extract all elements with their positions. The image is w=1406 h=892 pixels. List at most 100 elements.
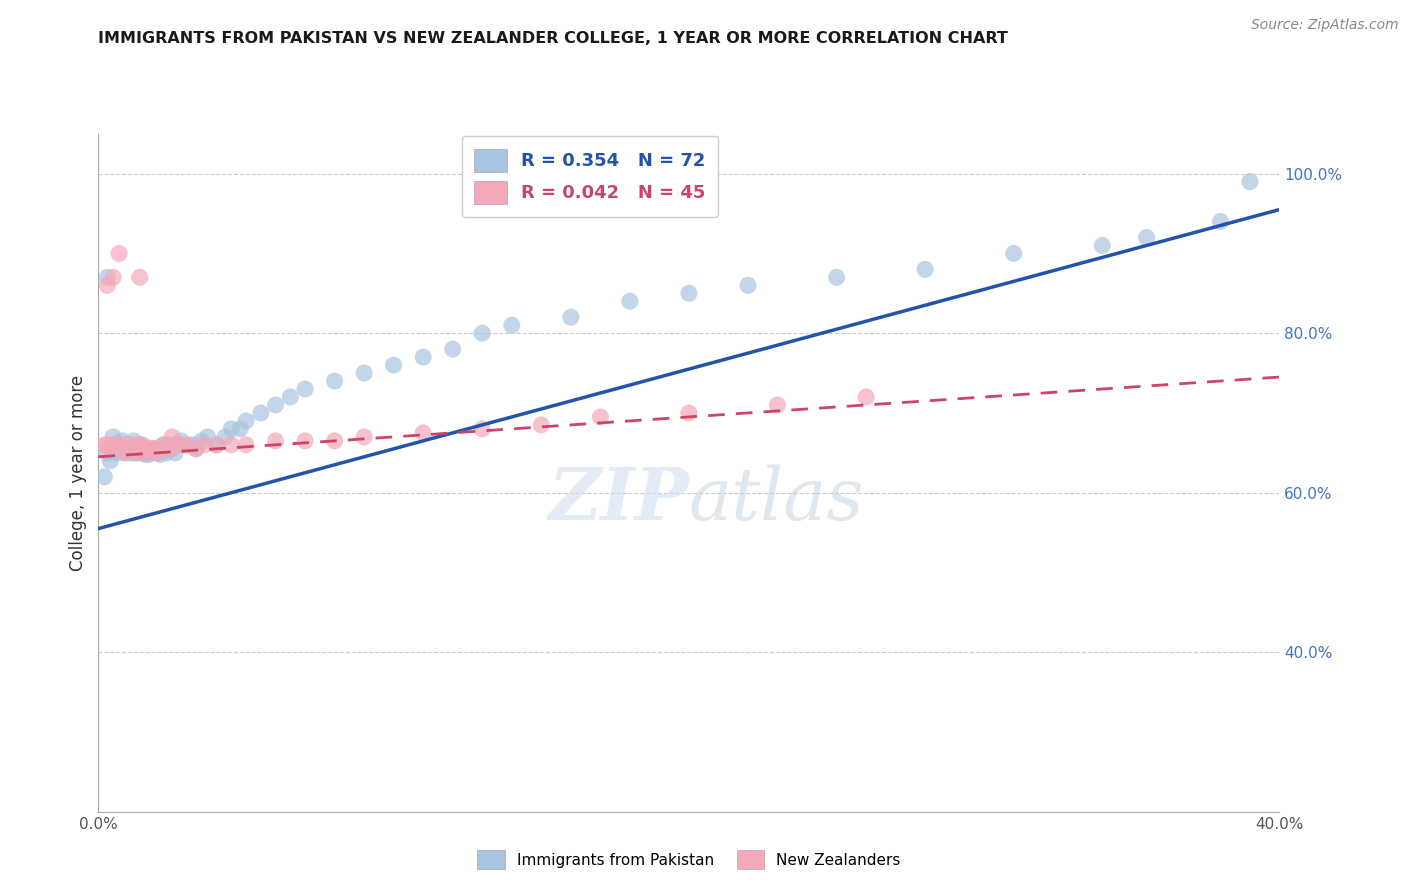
Point xyxy=(114,446,136,460)
Point xyxy=(235,438,257,452)
Point xyxy=(441,342,464,356)
Point xyxy=(96,270,118,285)
Point xyxy=(205,438,228,452)
Point xyxy=(132,438,155,452)
Point xyxy=(157,438,180,452)
Point xyxy=(105,446,128,460)
Point xyxy=(235,414,257,428)
Point xyxy=(120,438,142,452)
Point xyxy=(128,270,150,285)
Point xyxy=(1002,246,1025,260)
Text: atlas: atlas xyxy=(689,465,865,535)
Point xyxy=(205,438,228,452)
Point xyxy=(93,469,115,483)
Point xyxy=(108,442,131,456)
Point xyxy=(96,438,118,452)
Point xyxy=(122,442,145,456)
Point xyxy=(146,442,169,456)
Point xyxy=(128,446,150,460)
Point xyxy=(103,438,125,452)
Point xyxy=(125,442,148,456)
Point xyxy=(353,430,375,444)
Point xyxy=(162,442,183,456)
Point xyxy=(914,262,936,277)
Point xyxy=(167,438,190,452)
Point xyxy=(141,442,163,456)
Point xyxy=(96,446,118,460)
Point xyxy=(108,438,131,452)
Point xyxy=(619,294,641,309)
Point xyxy=(114,438,136,452)
Point xyxy=(141,442,163,456)
Point xyxy=(117,438,139,452)
Point xyxy=(181,438,204,452)
Point xyxy=(138,447,160,461)
Point xyxy=(135,447,157,461)
Point xyxy=(530,417,553,432)
Point xyxy=(1091,238,1114,252)
Point xyxy=(135,442,157,456)
Point xyxy=(219,438,242,452)
Point xyxy=(146,446,169,460)
Point xyxy=(111,434,134,448)
Point xyxy=(132,446,155,460)
Point xyxy=(353,366,375,380)
Point xyxy=(128,438,150,452)
Point xyxy=(103,438,125,452)
Legend: Immigrants from Pakistan, New Zealanders: Immigrants from Pakistan, New Zealanders xyxy=(468,840,910,879)
Point xyxy=(214,430,236,444)
Point xyxy=(1135,230,1157,244)
Point xyxy=(1209,214,1232,228)
Point xyxy=(471,422,494,436)
Point xyxy=(157,442,180,456)
Point xyxy=(103,430,125,444)
Point xyxy=(96,278,118,293)
Point xyxy=(108,246,131,260)
Point xyxy=(146,446,169,460)
Point xyxy=(678,406,700,420)
Point xyxy=(471,326,494,341)
Point xyxy=(105,438,128,452)
Point xyxy=(135,446,157,460)
Point xyxy=(678,286,700,301)
Point xyxy=(132,442,155,456)
Point xyxy=(138,442,160,456)
Point xyxy=(855,390,877,404)
Point xyxy=(501,318,523,333)
Point xyxy=(143,442,166,456)
Point xyxy=(152,438,174,452)
Point xyxy=(155,446,177,460)
Point xyxy=(98,442,121,456)
Point xyxy=(165,446,187,460)
Point xyxy=(184,442,207,456)
Point xyxy=(125,446,148,460)
Point xyxy=(323,374,346,388)
Point xyxy=(170,438,193,452)
Point xyxy=(141,446,163,460)
Point xyxy=(194,438,217,452)
Point xyxy=(152,438,174,452)
Point xyxy=(117,438,139,452)
Point xyxy=(191,434,214,448)
Point xyxy=(128,438,150,452)
Point xyxy=(149,447,172,461)
Point xyxy=(111,446,134,460)
Text: Source: ZipAtlas.com: Source: ZipAtlas.com xyxy=(1251,18,1399,32)
Point xyxy=(197,430,219,444)
Point xyxy=(560,310,582,325)
Point xyxy=(120,446,142,460)
Point xyxy=(382,358,405,372)
Point xyxy=(117,446,139,460)
Point xyxy=(170,434,193,448)
Point xyxy=(264,434,287,448)
Point xyxy=(1239,175,1261,189)
Point xyxy=(176,438,198,452)
Point xyxy=(264,398,287,412)
Point xyxy=(98,454,121,468)
Point xyxy=(219,422,242,436)
Point xyxy=(111,438,134,452)
Point xyxy=(93,438,115,452)
Point xyxy=(250,406,273,420)
Point xyxy=(825,270,848,285)
Point xyxy=(294,434,316,448)
